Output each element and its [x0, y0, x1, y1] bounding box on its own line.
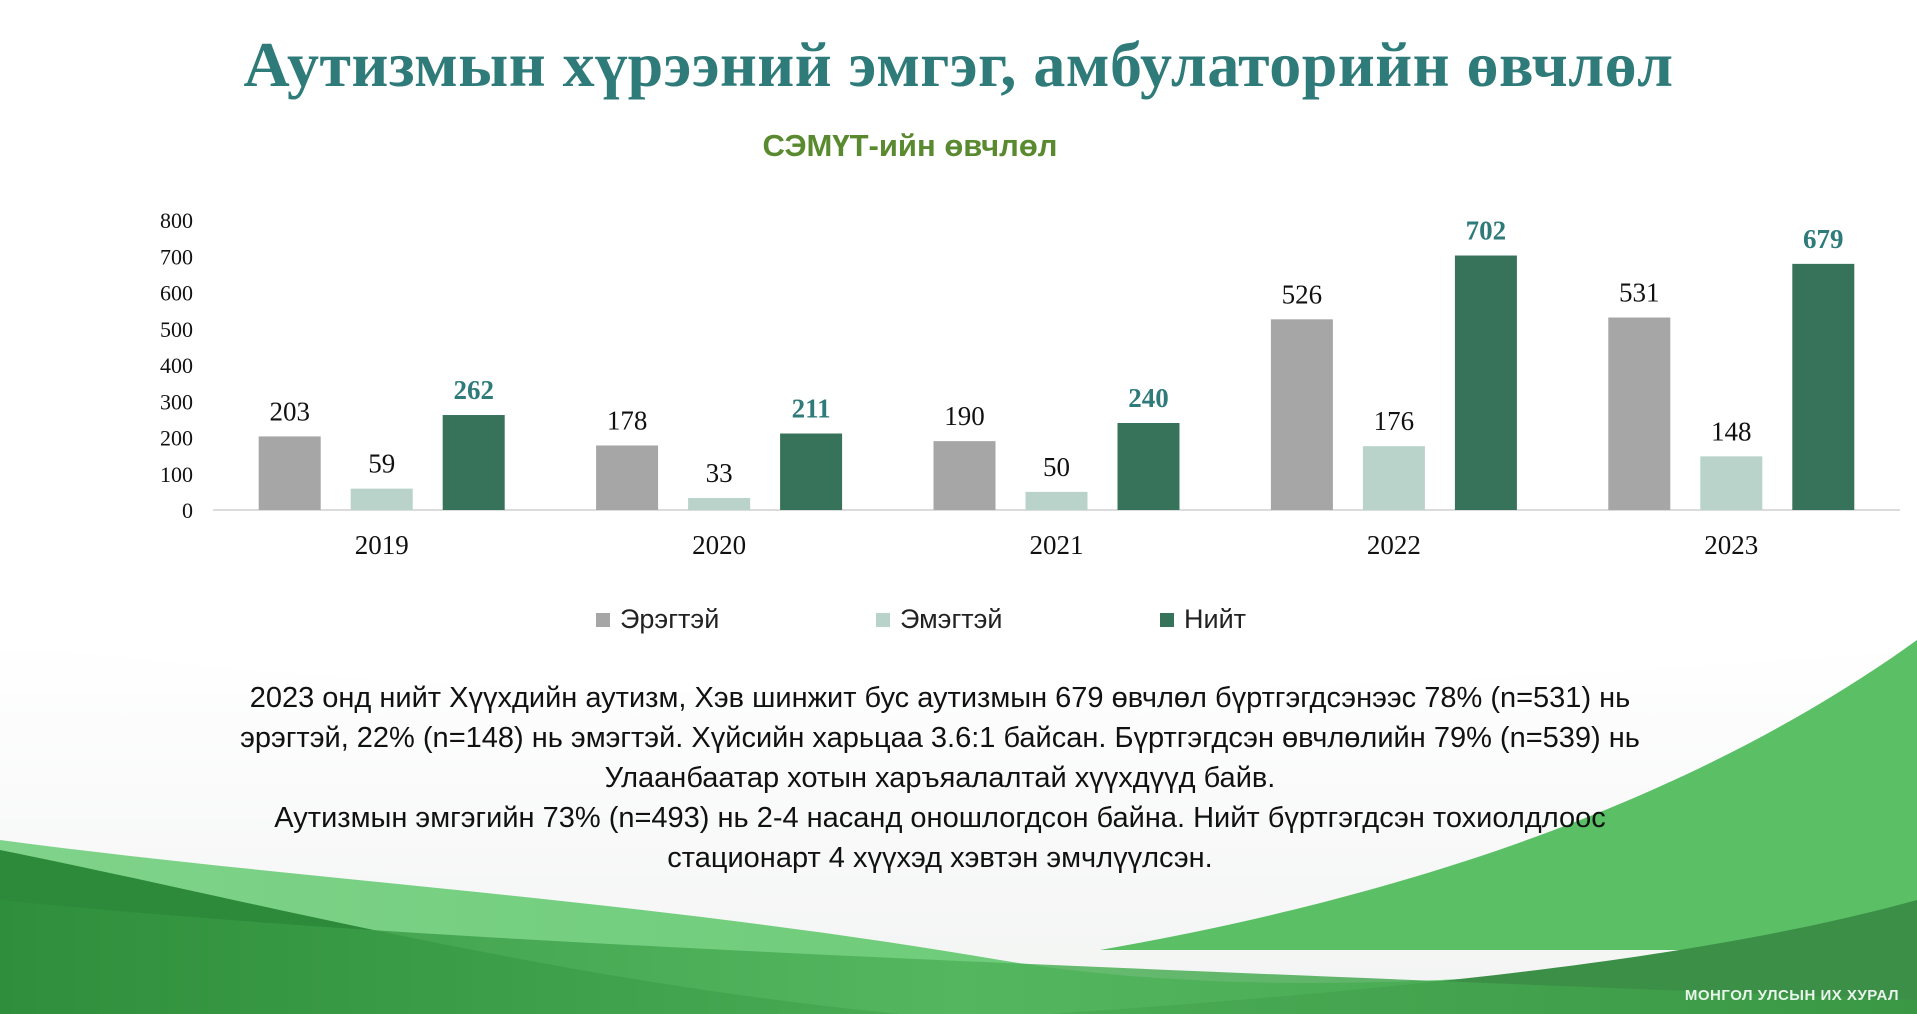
summary-line: Аутизмын эмгэгийн 73% (n=493) нь 2-4 нас…: [274, 802, 1606, 834]
data-label-female-2021: 50: [1043, 452, 1070, 482]
x-tick-label: 2023: [1704, 530, 1758, 560]
x-tick-label: 2019: [355, 530, 409, 560]
bar-male-2023: [1608, 317, 1671, 510]
legend-swatch-female: [876, 612, 890, 627]
data-label-female-2022: 176: [1374, 406, 1415, 436]
bar-total-2023: [1792, 263, 1855, 510]
y-tick-label: 600: [160, 281, 193, 306]
data-label-female-2023: 148: [1711, 416, 1752, 446]
data-label-male-2021: 190: [944, 401, 985, 431]
data-label-male-2019: 203: [269, 396, 310, 426]
chart-legend: Эрэгтэй Эмэгтэй Нийт: [0, 604, 1917, 644]
bar-female-2019: [350, 488, 413, 510]
bar-female-2021: [1025, 491, 1088, 510]
data-label-female-2019: 59: [368, 449, 395, 479]
summary-line: стационарт 4 хүүхэд хэвтэн эмчлүүлсэн.: [667, 842, 1213, 874]
data-label-total-2019: 262: [453, 375, 494, 405]
bar-female-2023: [1700, 456, 1763, 510]
bar-female-2022: [1362, 446, 1425, 510]
x-tick-label: 2020: [692, 530, 746, 560]
data-label-total-2023: 679: [1803, 224, 1844, 254]
legend-label-total: Нийт: [1184, 604, 1247, 634]
y-tick-label: 100: [160, 462, 193, 487]
bar-male-2020: [596, 445, 659, 510]
legend-swatch-total: [1160, 612, 1174, 627]
legend-swatch-male: [596, 612, 610, 627]
x-tick-label: 2021: [1030, 530, 1084, 560]
bar-total-2021: [1117, 423, 1180, 510]
summary-line: 2023 онд нийт Хүүхдийн аутизм, Хэв шинжи…: [249, 682, 1631, 714]
y-tick-label: 700: [160, 244, 193, 269]
bar-male-2021: [933, 441, 996, 510]
bar-female-2020: [688, 498, 751, 510]
data-label-total-2020: 211: [792, 394, 831, 424]
data-label-total-2022: 702: [1466, 216, 1507, 246]
y-tick-label: 800: [160, 208, 193, 233]
bar-total-2022: [1454, 255, 1517, 510]
footer-organization: МОНГОЛ УЛСЫН ИХ ХУРАЛ: [1684, 987, 1899, 1004]
x-tick-label: 2022: [1367, 530, 1421, 560]
page-title: Аутизмын хүрээний эмгэг, амбулаторийн өв…: [243, 29, 1674, 100]
data-label-male-2023: 531: [1619, 278, 1660, 308]
legend-item-male: Эрэгтэй: [596, 604, 719, 635]
bar-total-2020: [780, 433, 843, 510]
y-tick-label: 200: [160, 426, 193, 451]
legend-item-total: Нийт: [1160, 604, 1246, 635]
legend-item-female: Эмэгтэй: [876, 604, 1003, 635]
data-label-male-2022: 526: [1282, 279, 1323, 309]
data-label-female-2020: 33: [706, 458, 733, 488]
y-tick-label: 500: [160, 317, 193, 342]
y-tick-label: 400: [160, 353, 193, 378]
chart-title: СЭМҮТ-ийн өвчлөл: [762, 128, 1058, 163]
y-tick-label: 0: [182, 498, 193, 523]
legend-label-male: Эрэгтэй: [620, 604, 720, 634]
summary-text: 2023 онд нийт Хүүхдийн аутизм, Хэв шинжи…: [150, 678, 1730, 878]
data-label-male-2020: 178: [607, 405, 648, 435]
y-tick-label: 300: [160, 389, 193, 414]
bar-chart: 0 100 200 300 400 500 600 700 800 203 59 262 2019 178…: [160, 208, 1900, 560]
bar-male-2022: [1270, 319, 1333, 510]
summary-line: эрэгтэй, 22% (n=148) нь эмэгтэй. Хүйсийн…: [240, 722, 1640, 754]
bar-total-2019: [442, 415, 505, 510]
legend-label-female: Эмэгтэй: [900, 604, 1003, 634]
bar-male-2019: [258, 436, 321, 510]
summary-line: Улаанбаатар хотын харъяалалтай хүүхдүүд …: [604, 762, 1276, 794]
data-label-total-2021: 240: [1128, 383, 1169, 413]
